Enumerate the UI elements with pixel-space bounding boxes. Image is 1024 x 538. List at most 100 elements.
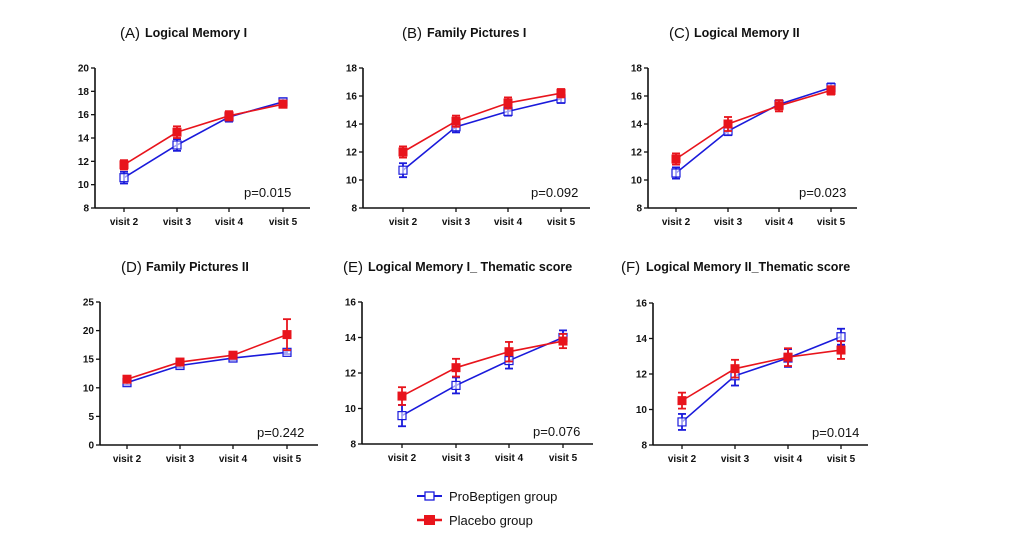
series-line <box>126 333 288 380</box>
series-line <box>123 103 284 166</box>
x-tick-label: visit 2 <box>668 454 697 465</box>
data-point <box>677 396 687 406</box>
x-tick-label: visit 3 <box>721 454 750 465</box>
y-tick-label: 18 <box>346 64 358 75</box>
chart-panel-b: (B) Family Pictures I 8 10 12 14 16 18 visit 2 vi… <box>346 25 590 228</box>
x-tick-label: visit 3 <box>442 453 471 464</box>
series-line <box>402 98 562 171</box>
series-probeptigen <box>122 347 292 388</box>
y-tick-label: 5 <box>88 412 94 423</box>
p-value-label: p=0.023 <box>799 185 846 200</box>
p-value-label: p=0.015 <box>244 185 291 200</box>
y-tick-label: 0 <box>88 441 94 452</box>
x-tick-label: visit 2 <box>389 217 418 228</box>
x-tick-label: visit 2 <box>388 453 417 464</box>
y-tick-label: 8 <box>350 440 356 451</box>
data-point <box>282 330 292 340</box>
x-tick-label: visit 5 <box>549 453 578 464</box>
panel-letter: (F) <box>621 259 640 276</box>
legend-marker-filled-square <box>424 515 435 525</box>
series-placebo <box>677 340 846 410</box>
panel-title: Family Pictures I <box>427 26 526 40</box>
data-point <box>723 119 733 129</box>
panel-letter: (E) <box>343 259 363 276</box>
data-point <box>398 165 408 175</box>
y-tick-label: 16 <box>631 92 643 103</box>
y-tick-label: 14 <box>636 334 648 345</box>
series-placebo <box>671 85 836 166</box>
data-point <box>730 364 740 374</box>
y-tick-label: 10 <box>346 176 358 187</box>
data-point <box>451 380 461 391</box>
data-point <box>398 147 408 157</box>
p-value-label: p=0.014 <box>812 425 859 440</box>
y-tick-label: 20 <box>78 64 90 75</box>
chart-panel-f: (F) Logical Memory II_Thematic score 8 10 12… <box>621 259 868 465</box>
x-tick-label: visit 4 <box>215 217 244 228</box>
series-line <box>401 336 564 417</box>
y-tick-label: 16 <box>636 299 648 310</box>
x-tick-label: visit 3 <box>163 217 192 228</box>
chart-panel-e: (E) Logical Memory I_ Thematic score 8 10 12… <box>343 259 593 464</box>
panel-letter: (D) <box>121 259 142 276</box>
x-tick-label: visit 3 <box>166 454 195 465</box>
y-tick-label: 12 <box>631 148 643 159</box>
y-tick-label: 14 <box>346 120 358 131</box>
series-placebo <box>398 88 566 159</box>
data-point <box>172 127 182 137</box>
data-point <box>836 332 846 342</box>
y-tick-label: 12 <box>78 157 90 168</box>
data-point <box>397 411 407 421</box>
legend-item-placebo: Placebo group <box>417 513 533 528</box>
x-tick-label: visit 4 <box>765 217 794 228</box>
legend-label-placebo: Placebo group <box>449 513 533 528</box>
x-tick-label: visit 2 <box>110 217 139 228</box>
data-point <box>228 350 238 360</box>
series-probeptigen <box>398 93 566 179</box>
y-tick-label: 10 <box>78 180 90 191</box>
series-line <box>126 351 288 384</box>
y-tick-label: 20 <box>83 326 95 337</box>
series-placebo <box>122 318 292 384</box>
data-point <box>671 168 681 178</box>
data-point <box>175 357 185 367</box>
data-point <box>119 173 129 183</box>
x-tick-label: visit 4 <box>774 454 803 465</box>
chart-panel-d: (D) Family Pictures II 0 5 10 15 20 25 visit 2 vi… <box>83 259 318 465</box>
series-line <box>402 92 562 153</box>
series-probeptigen <box>677 327 846 431</box>
data-point <box>278 99 288 109</box>
panel-title: Logical Memory I_ Thematic score <box>368 260 572 274</box>
data-point <box>451 116 461 126</box>
series-placebo <box>119 99 288 171</box>
y-tick-label: 8 <box>351 204 357 215</box>
series-line <box>675 89 832 160</box>
panel-letter: (C) <box>669 25 690 42</box>
y-tick-label: 18 <box>631 64 643 75</box>
series-line <box>681 349 842 402</box>
y-tick-label: 12 <box>636 370 648 381</box>
x-tick-label: visit 5 <box>273 454 302 465</box>
x-tick-label: visit 2 <box>662 217 691 228</box>
panel-title: Logical Memory II <box>694 26 800 40</box>
x-tick-label: visit 4 <box>219 454 248 465</box>
panel-title: Logical Memory I <box>145 26 247 40</box>
data-point <box>451 363 461 373</box>
series-line <box>681 335 842 423</box>
y-tick-label: 18 <box>78 87 90 98</box>
panel-title: Family Pictures II <box>146 260 249 274</box>
data-point <box>122 374 132 384</box>
y-tick-label: 8 <box>641 441 647 452</box>
series-probeptigen <box>119 97 288 185</box>
data-point <box>677 417 687 427</box>
data-point <box>172 140 182 150</box>
data-point <box>224 111 234 121</box>
x-tick-label: visit 2 <box>113 454 142 465</box>
data-point <box>774 101 784 111</box>
data-point <box>671 154 681 164</box>
x-tick-label: visit 5 <box>269 217 298 228</box>
y-tick-label: 16 <box>346 92 358 103</box>
p-value-label: p=0.242 <box>257 425 304 440</box>
series-line <box>675 86 832 174</box>
